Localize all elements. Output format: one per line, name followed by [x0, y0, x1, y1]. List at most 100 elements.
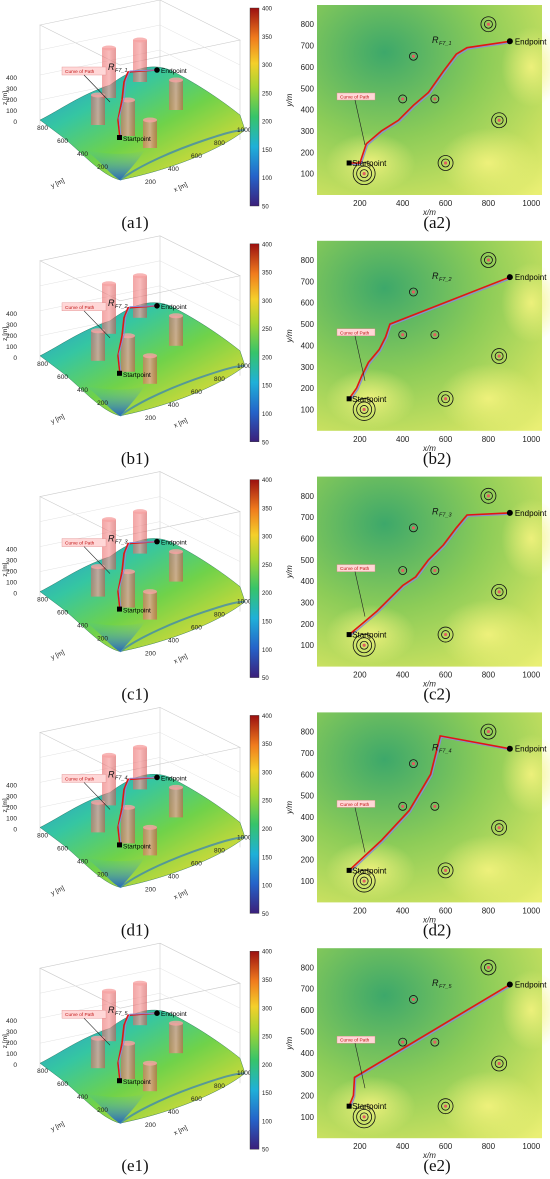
- y-tick-label: 200: [97, 636, 108, 643]
- startpoint-label-3d: Startpoint: [123, 136, 151, 143]
- y-tick-label-2d: 300: [301, 1070, 315, 1079]
- threat-ring: [352, 1105, 376, 1129]
- x-tick-label-2d: 400: [396, 671, 410, 680]
- map-bright-region: [501, 734, 550, 815]
- z-tick-label: 100: [6, 1051, 17, 1058]
- threat-cylinder: [169, 315, 183, 346]
- caption-2d: (b2): [423, 449, 451, 468]
- colorbar-tick-label: 50: [262, 912, 269, 918]
- threat-cylinder: [169, 551, 183, 582]
- terrain-surface: [39, 538, 246, 652]
- threat-ring: [430, 801, 440, 811]
- x-tick-label-2d: 400: [396, 906, 410, 915]
- map-bright-region: [438, 599, 539, 670]
- contour-map-2d: Startpoint Endpoint Curve of Path R F7_4 800 7…: [285, 712, 550, 924]
- rf-label-2d: R: [432, 742, 439, 752]
- y-axis-label-2d: y/m: [285, 93, 294, 107]
- endpoint-marker-2d: [506, 274, 513, 281]
- map-bright-region: [325, 840, 416, 901]
- threat-cylinder: [169, 787, 183, 818]
- x-tick-label: 1000: [237, 127, 252, 134]
- x-axis-label: x [m]: [173, 653, 189, 665]
- y-tick-label-2d: 700: [301, 277, 315, 286]
- terrain-3d-plot: Startpoint Endpoint Curve of Path R F7_2 400 3…: [2, 235, 273, 446]
- curve-callout-label-3d: Curve of Path: [65, 305, 95, 311]
- x-tick-label-2d: 800: [482, 906, 496, 915]
- cylinder-cap: [143, 1060, 157, 1066]
- y-tick-label: 800: [37, 361, 48, 368]
- endpoint-label-3d: Endpoint: [161, 775, 187, 782]
- y-tick-label-2d: 800: [301, 728, 315, 737]
- y-tick-label: 400: [77, 1094, 88, 1101]
- x-tick-label: 800: [214, 1083, 225, 1090]
- y-tick-label-2d: 500: [301, 84, 315, 93]
- colorbar-tick-label: 400: [262, 242, 273, 248]
- endpoint-marker-3d: [154, 67, 160, 73]
- x-tick-label-2d: 200: [353, 199, 367, 208]
- caption-2d: (a2): [423, 213, 450, 232]
- cylinder-cap: [102, 517, 116, 523]
- x-tick-label-2d: 1000: [522, 199, 540, 208]
- cylinder-cap: [169, 313, 183, 319]
- grid-line: [159, 757, 241, 798]
- endpoint-label-2d: Endpoint: [515, 37, 547, 46]
- threat-cylinder: [133, 747, 147, 790]
- z-tick-label: 100: [6, 580, 17, 587]
- cylinder-cap: [133, 744, 147, 750]
- curve-callout-label-2d: Curve of Path: [340, 802, 370, 808]
- y-tick-label-2d: 700: [301, 985, 315, 994]
- cylinder-cap: [91, 328, 105, 334]
- vc-curve-2d: [349, 985, 512, 1108]
- threat-ring: [480, 252, 497, 268]
- endpoint-label-2d: Endpoint: [515, 745, 547, 754]
- curve-callout-arrow-3d: [83, 782, 111, 810]
- colorbar-tick-label: 50: [262, 1148, 269, 1154]
- threat-cylinder: [169, 1023, 183, 1054]
- startpoint-marker-2d: [346, 160, 352, 166]
- colorbar-tick-label: 300: [262, 535, 273, 541]
- caption-3d: (d1): [121, 920, 149, 939]
- threat-center: [443, 1104, 448, 1108]
- x-tick-label-2d: 1000: [522, 1142, 540, 1151]
- x-tick-label-2d: 400: [396, 199, 410, 208]
- threat-ring: [480, 959, 497, 976]
- cylinder-cap: [143, 824, 157, 830]
- colorbar-tick-label: 200: [262, 591, 273, 597]
- threat-ring: [437, 390, 454, 407]
- threat-ring: [398, 94, 408, 104]
- grid-line: [39, 496, 161, 522]
- y-tick-label-2d: 600: [301, 535, 315, 544]
- x-tick-label: 800: [214, 847, 225, 854]
- vc-curve-2d: [350, 513, 512, 637]
- threat-center: [486, 22, 491, 26]
- path-curve-2d: [349, 40, 511, 164]
- threat-ring: [409, 995, 418, 1004]
- threat-center: [401, 568, 405, 573]
- cylinder-cap: [169, 1020, 183, 1026]
- rf-label-2d: R: [432, 35, 439, 45]
- z-tick-label: 0: [13, 826, 17, 833]
- x-tick-label-2d: 400: [396, 435, 410, 444]
- threat-ring: [430, 1037, 440, 1047]
- z-tick-label: 300: [6, 793, 17, 800]
- y-tick-label: 400: [77, 151, 88, 158]
- threat-cylinder: [102, 519, 116, 570]
- rf-subscript-2d: F7_4: [439, 748, 452, 754]
- threat-center: [411, 526, 416, 530]
- colorbar-tick-label: 200: [262, 355, 273, 361]
- z-tick-label: 200: [6, 1040, 17, 1047]
- threat-ring: [491, 583, 508, 600]
- curve-callout-box-2d: [336, 1036, 376, 1044]
- x-tick-label-2d: 800: [482, 1142, 496, 1151]
- threat-cylinder: [91, 95, 105, 125]
- colorbar-tick-label: 350: [262, 742, 273, 748]
- curve-callout-label-2d: Curve of Path: [340, 566, 370, 572]
- map-bright-region: [438, 127, 539, 198]
- y-tick-label-2d: 400: [301, 577, 315, 586]
- threat-cylinder: [102, 283, 116, 334]
- y-tick-label: 200: [97, 1107, 108, 1114]
- caption-3d: (c1): [121, 685, 148, 704]
- grid-line: [159, 521, 241, 562]
- threat-center: [433, 333, 437, 337]
